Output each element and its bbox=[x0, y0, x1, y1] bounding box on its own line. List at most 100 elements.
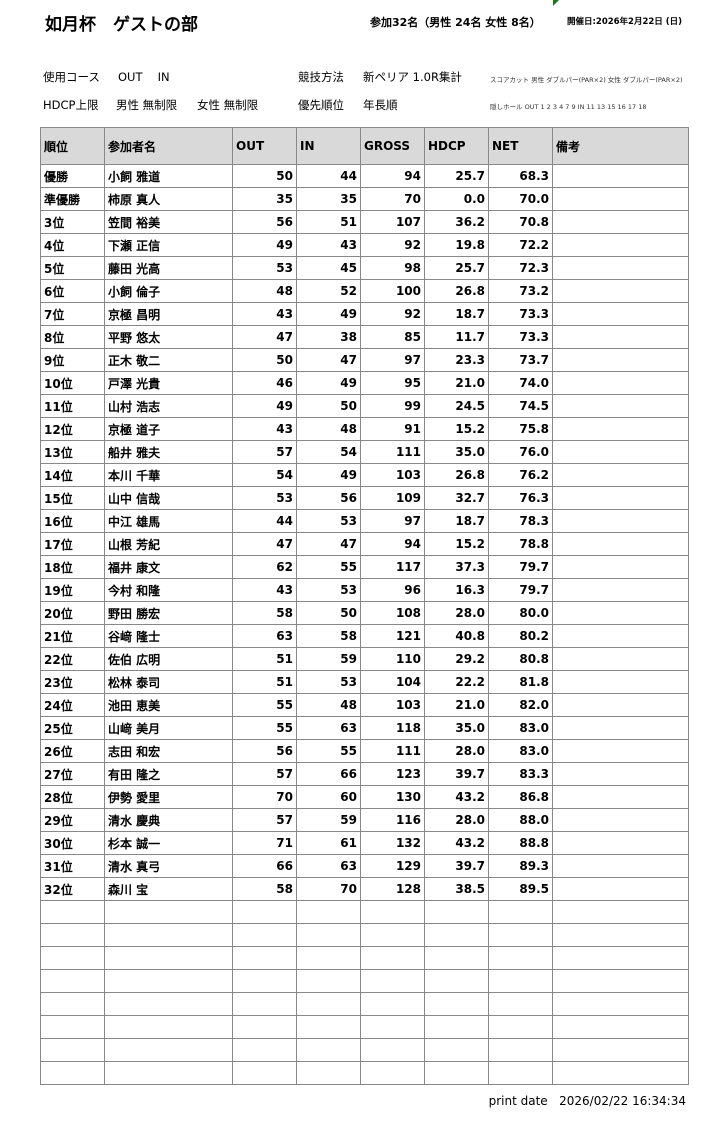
in-cell: 44 bbox=[296, 164, 361, 188]
note-cell bbox=[552, 463, 689, 487]
rank-cell: 10位 bbox=[40, 371, 105, 395]
table-row: 25位 山﨑 美月 55 63 118 35.0 83.0 bbox=[40, 716, 689, 740]
net-cell: 80.0 bbox=[488, 601, 553, 625]
name-cell: 柿原 真人 bbox=[104, 187, 233, 211]
hdcp-male: 男性 無制限 bbox=[116, 98, 178, 112]
note-cell bbox=[552, 601, 689, 625]
rank-cell: 32位 bbox=[40, 877, 105, 901]
empty-row bbox=[40, 1015, 689, 1039]
name-cell: 佐伯 広明 bbox=[104, 647, 233, 671]
in-cell: 48 bbox=[296, 417, 361, 441]
note-cell bbox=[552, 555, 689, 579]
net-cell bbox=[488, 900, 553, 924]
gross-cell bbox=[360, 992, 425, 1016]
out-cell: 57 bbox=[232, 440, 297, 464]
priority-value: 年長順 bbox=[363, 98, 398, 112]
table-row: 6位 小飼 倫子 48 52 100 26.8 73.2 bbox=[40, 279, 689, 303]
method-label: 競技方法 bbox=[298, 70, 344, 84]
rank-cell: 31位 bbox=[40, 854, 105, 878]
out-cell: 51 bbox=[232, 647, 297, 671]
table-row: 14位 本川 千華 54 49 103 26.8 76.2 bbox=[40, 463, 689, 487]
empty-row bbox=[40, 1061, 689, 1085]
out-cell bbox=[232, 946, 297, 970]
hdcp-cell: 18.7 bbox=[424, 302, 489, 326]
gross-cell: 111 bbox=[360, 739, 425, 763]
note-cell bbox=[552, 693, 689, 717]
empty-row bbox=[40, 992, 689, 1016]
table-row: 20位 野田 勝宏 58 50 108 28.0 80.0 bbox=[40, 601, 689, 625]
hdcp-cell bbox=[424, 969, 489, 993]
note-cell bbox=[552, 233, 689, 257]
rank-cell bbox=[40, 992, 105, 1016]
gross-cell: 130 bbox=[360, 785, 425, 809]
gross-cell bbox=[360, 969, 425, 993]
empty-row bbox=[40, 1038, 689, 1062]
in-cell: 61 bbox=[296, 831, 361, 855]
hdcp-cell: 36.2 bbox=[424, 210, 489, 234]
gross-cell: 97 bbox=[360, 348, 425, 372]
gross-cell: 94 bbox=[360, 532, 425, 556]
out-cell: 55 bbox=[232, 716, 297, 740]
table-row: 32位 森川 宝 58 70 128 38.5 89.5 bbox=[40, 877, 689, 901]
in-cell: 49 bbox=[296, 371, 361, 395]
net-cell bbox=[488, 992, 553, 1016]
out-cell: 57 bbox=[232, 762, 297, 786]
in-cell bbox=[296, 1038, 361, 1062]
hdcp-cell bbox=[424, 1015, 489, 1039]
column-header: 備考 bbox=[552, 127, 689, 165]
hdcp-cell: 28.0 bbox=[424, 808, 489, 832]
score-cut: スコアカット 男性 ダブルパー(PAR×2) 女性 ダブルパー(PAR×2) bbox=[490, 76, 683, 84]
rank-cell: 21位 bbox=[40, 624, 105, 648]
gross-cell: 96 bbox=[360, 578, 425, 602]
out-cell: 46 bbox=[232, 371, 297, 395]
print-date-label: print date bbox=[488, 1094, 548, 1108]
out-cell bbox=[232, 1038, 297, 1062]
out-cell: 50 bbox=[232, 348, 297, 372]
table-row: 7位 京極 昌明 43 49 92 18.7 73.3 bbox=[40, 302, 689, 326]
note-cell bbox=[552, 578, 689, 602]
note-cell bbox=[552, 509, 689, 533]
out-cell bbox=[232, 969, 297, 993]
out-cell: 62 bbox=[232, 555, 297, 579]
rank-cell bbox=[40, 969, 105, 993]
name-cell: 山村 浩志 bbox=[104, 394, 233, 418]
net-cell: 73.7 bbox=[488, 348, 553, 372]
net-cell: 76.2 bbox=[488, 463, 553, 487]
net-cell: 82.0 bbox=[488, 693, 553, 717]
note-cell bbox=[552, 900, 689, 924]
name-cell: 谷﨑 隆士 bbox=[104, 624, 233, 648]
rank-cell: 28位 bbox=[40, 785, 105, 809]
out-cell: 57 bbox=[232, 808, 297, 832]
name-cell: 小飼 倫子 bbox=[104, 279, 233, 303]
table-row: 27位 有田 隆之 57 66 123 39.7 83.3 bbox=[40, 762, 689, 786]
table-row: 24位 池田 恵美 55 48 103 21.0 82.0 bbox=[40, 693, 689, 717]
hdcp-cell: 28.0 bbox=[424, 739, 489, 763]
note-cell bbox=[552, 325, 689, 349]
table-row: 30位 杉本 誠一 71 61 132 43.2 88.8 bbox=[40, 831, 689, 855]
net-cell bbox=[488, 1038, 553, 1062]
gross-cell: 85 bbox=[360, 325, 425, 349]
hdcp-cell: 0.0 bbox=[424, 187, 489, 211]
net-cell: 74.0 bbox=[488, 371, 553, 395]
rank-cell bbox=[40, 900, 105, 924]
note-cell bbox=[552, 417, 689, 441]
participant-count: 参加32名（男性 24名 女性 8名） bbox=[370, 16, 541, 29]
name-cell: 松林 泰司 bbox=[104, 670, 233, 694]
out-cell bbox=[232, 992, 297, 1016]
gross-cell: 116 bbox=[360, 808, 425, 832]
name-cell: 京極 道子 bbox=[104, 417, 233, 441]
column-header: NET bbox=[488, 127, 553, 165]
gross-cell: 111 bbox=[360, 440, 425, 464]
gross-cell: 92 bbox=[360, 302, 425, 326]
gross-cell: 109 bbox=[360, 486, 425, 510]
note-cell bbox=[552, 256, 689, 280]
hdcp-cell bbox=[424, 1038, 489, 1062]
hdcp-cell: 37.3 bbox=[424, 555, 489, 579]
column-header: OUT bbox=[232, 127, 297, 165]
name-cell: 有田 隆之 bbox=[104, 762, 233, 786]
out-cell bbox=[232, 1061, 297, 1085]
note-cell bbox=[552, 647, 689, 671]
out-cell: 35 bbox=[232, 187, 297, 211]
empty-row bbox=[40, 900, 689, 924]
gross-cell: 103 bbox=[360, 463, 425, 487]
